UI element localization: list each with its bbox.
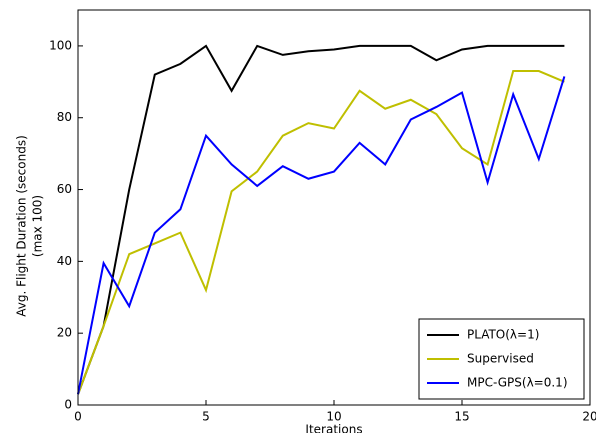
y-tick-label: 80 — [57, 110, 72, 124]
y-tick-label: 60 — [57, 182, 72, 196]
x-tick-label: 5 — [202, 410, 210, 424]
series-line — [77, 44, 565, 395]
legend-label: PLATO(λ=1) — [467, 328, 539, 342]
plot-frame — [77, 9, 591, 406]
series-line — [77, 76, 566, 395]
x-tick-label: 0 — [74, 410, 82, 424]
legend-label: Supervised — [467, 352, 534, 366]
y-tick-label: 20 — [57, 326, 72, 340]
x-tick-label: 10 — [326, 410, 341, 424]
y-axis-label: (max 100) — [31, 195, 45, 257]
y-tick-label: 40 — [57, 254, 72, 268]
y-tick-label: 0 — [64, 398, 72, 412]
y-tick-label: 100 — [49, 38, 72, 52]
x-axis-label: Iterations — [305, 423, 362, 433]
y-axis-label: Avg. Flight Duration (seconds) — [15, 135, 29, 317]
x-tick-label: 20 — [582, 410, 596, 424]
legend-label: MPC-GPS(λ=0.1) — [467, 376, 568, 390]
series-line — [77, 70, 565, 395]
x-tick-label: 15 — [454, 410, 469, 424]
